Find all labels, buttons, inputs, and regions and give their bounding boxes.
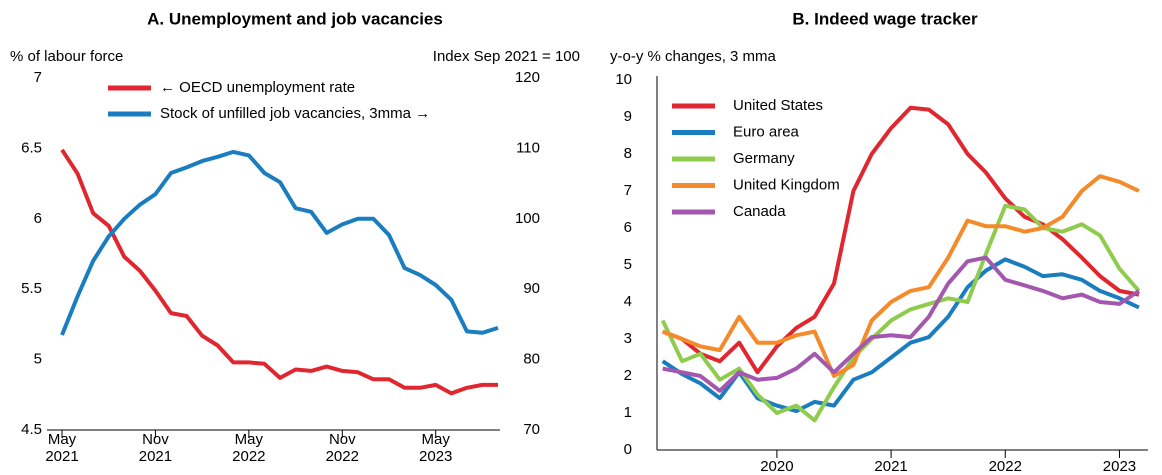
y-tick-label: 3	[624, 330, 632, 347]
x-tick-label: 2022	[989, 458, 1022, 475]
chart-title: B. Indeed wage tracker	[792, 9, 978, 28]
line-series	[661, 257, 1140, 414]
line-series	[661, 105, 1140, 375]
y-axis-label: y-o-y % changes, 3 mma	[610, 48, 777, 65]
x-tick-label: May	[235, 431, 264, 448]
x-tick-label: May	[422, 431, 451, 448]
line-series	[662, 255, 1141, 393]
y2-tick-label: 100	[515, 210, 540, 227]
y-tick-label: 2	[624, 367, 632, 384]
x-tick-label: 2021	[139, 448, 172, 465]
legend-label: United Kingdom	[733, 176, 840, 193]
legend-label: ← OECD unemployment rate	[160, 79, 355, 96]
y-tick-label: 0	[624, 441, 632, 458]
x-tick-label: 2020	[760, 458, 793, 475]
chart-title: A. Unemployment and job vacancies	[147, 9, 443, 28]
y-tick-label: 10	[615, 71, 632, 88]
y-tick-label: 5	[624, 256, 632, 273]
x-tick-label: Nov	[142, 431, 169, 448]
y2-axis-label: Index Sep 2021 = 100	[433, 48, 580, 65]
x-tick-label: May	[48, 431, 77, 448]
line-series	[60, 148, 498, 396]
y2-tick-label: 120	[515, 69, 540, 86]
y-tick-label: 1	[624, 404, 632, 421]
line-series	[60, 149, 499, 336]
y2-tick-label: 110	[516, 139, 540, 156]
y2-tick-label: 90	[523, 280, 540, 297]
x-tick-label: 2021	[45, 448, 78, 465]
x-tick-label: 2022	[326, 448, 359, 465]
y-tick-label: 7	[34, 69, 42, 86]
legend-label: Germany	[733, 150, 795, 167]
y-tick-label: 6	[624, 219, 632, 236]
legend-label: Euro area	[733, 123, 800, 140]
y-tick-label: 8	[624, 145, 632, 162]
y-tick-label: 6.5	[21, 139, 42, 156]
x-tick-label: 2022	[232, 448, 265, 465]
x-tick-label: 2021	[874, 458, 907, 475]
x-tick-label: 2023	[1103, 458, 1136, 475]
legend-label: United States	[733, 97, 823, 114]
legend-label: Canada	[733, 203, 786, 220]
y-tick-label: 7	[624, 182, 632, 199]
y-tick-label: 6	[34, 210, 42, 227]
x-tick-label: Nov	[329, 431, 356, 448]
y2-tick-label: 70	[523, 421, 540, 438]
line-series	[661, 174, 1140, 378]
y-tick-label: 5	[34, 351, 42, 368]
x-tick-label: 2023	[419, 448, 452, 465]
y-tick-label: 5.5	[21, 280, 42, 297]
y-tick-label: 4.5	[21, 421, 42, 438]
y-tick-label: 4	[624, 293, 632, 310]
y2-tick-label: 80	[523, 351, 540, 368]
line-series	[660, 203, 1141, 423]
y-axis-label: % of labour force	[10, 48, 123, 65]
legend-label: Stock of unfilled job vacancies, 3mma →	[160, 105, 430, 122]
y-tick-label: 9	[624, 108, 632, 125]
